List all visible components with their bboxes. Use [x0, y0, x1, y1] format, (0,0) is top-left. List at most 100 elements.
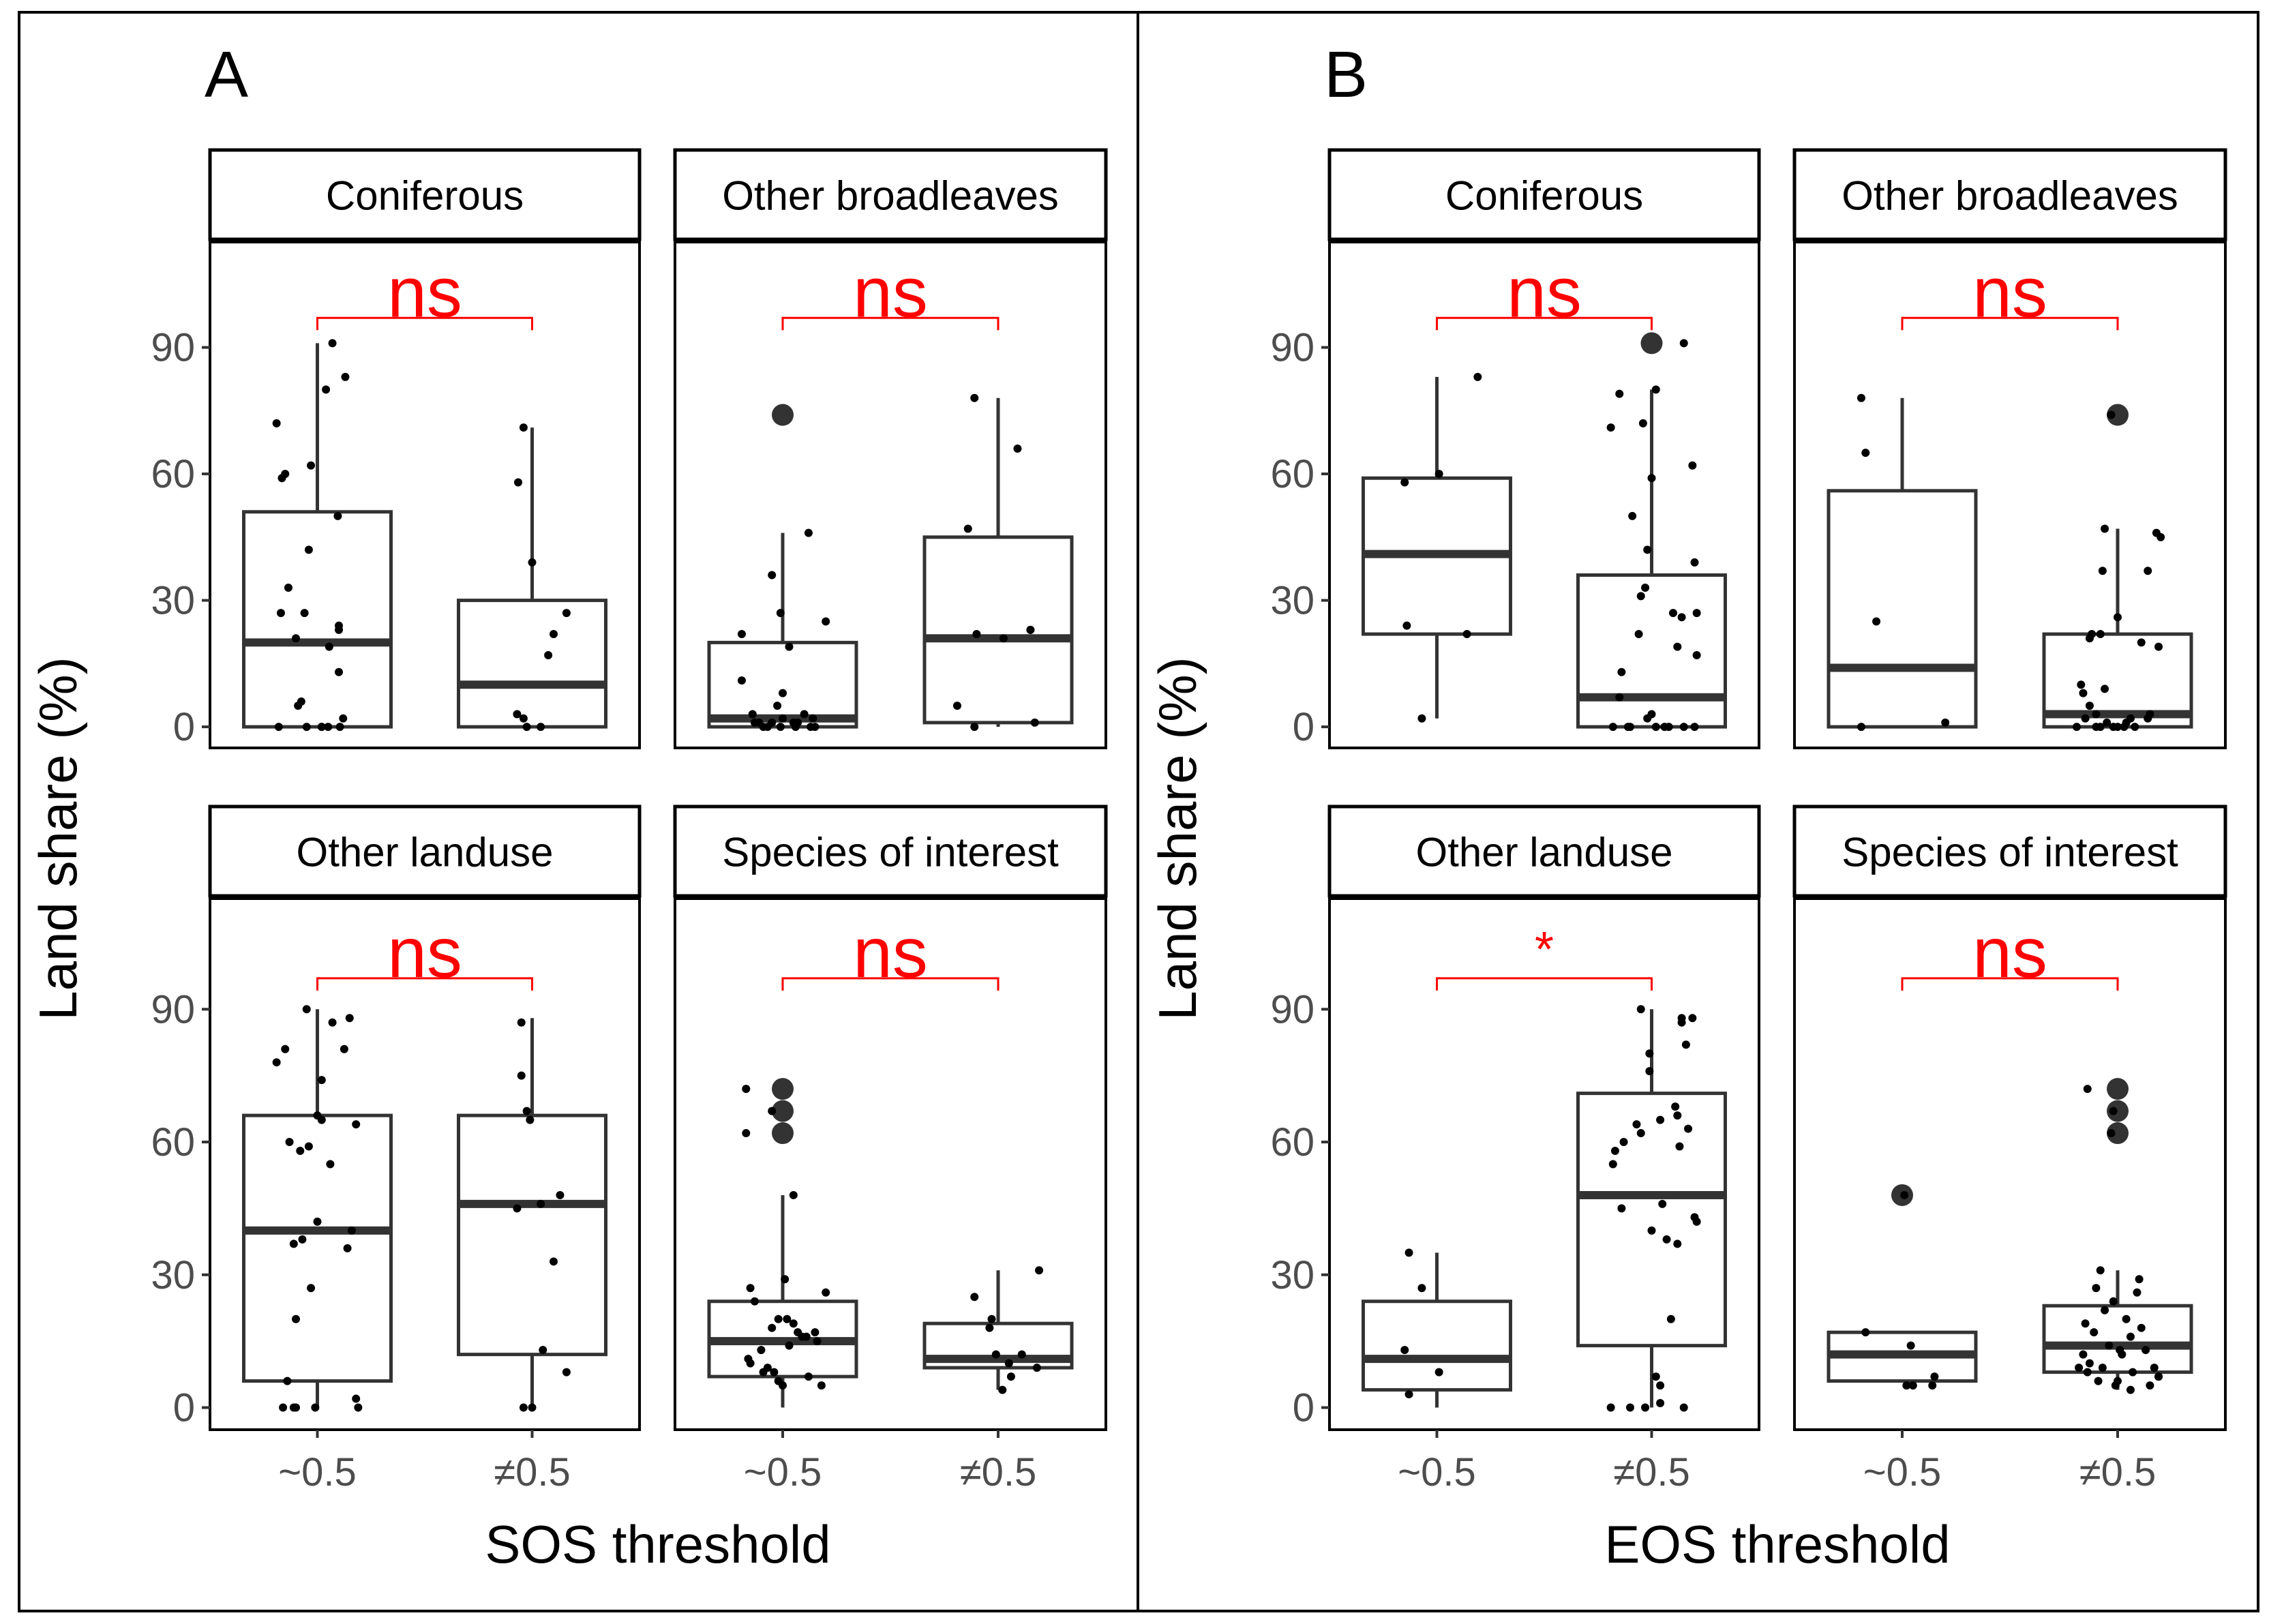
outlier-point: [772, 404, 794, 426]
facet-strip-label: Other landuse: [297, 830, 554, 875]
jitter-point: [292, 1314, 300, 1323]
facet-strip: [1327, 805, 1761, 898]
jitter-point: [326, 1160, 335, 1169]
x-tick-label: ~0.5: [1398, 1450, 1476, 1494]
facet-strip-label: Species of interest: [1842, 830, 2178, 875]
jitter-point: [281, 1044, 290, 1053]
box-not-0-5: [922, 1266, 1074, 1394]
significance-label: ns: [1972, 914, 2047, 993]
jitter-point: [1634, 630, 1643, 639]
jitter-point: [1647, 1226, 1656, 1235]
jitter-point: [522, 723, 531, 732]
jitter-point: [1606, 1403, 1615, 1412]
jitter-point: [2088, 630, 2097, 639]
jitter-point: [1610, 1147, 1619, 1156]
jitter-point: [2146, 1381, 2154, 1390]
jitter-point: [2075, 1364, 2084, 1372]
jitter-point: [528, 558, 537, 567]
facet-species-of-interest: Species of interest ~0.5 ≠0.5 ns: [673, 805, 1108, 1494]
jitter-point: [1608, 1160, 1617, 1169]
jitter-point: [1006, 1372, 1015, 1381]
jitter-point: [297, 697, 305, 706]
jitter-point: [307, 1284, 316, 1293]
box-iqr: [922, 535, 1074, 725]
significance-bracket: [316, 316, 533, 331]
box-not-0-5: [1576, 332, 1727, 732]
facet-strip: [208, 805, 642, 898]
jitter-point: [750, 718, 759, 727]
jitter-point: [1662, 1235, 1671, 1244]
jitter-point: [517, 1018, 526, 1027]
jitter-point: [2101, 524, 2109, 533]
facet-strip: [1792, 805, 2227, 898]
jitter-point: [1035, 1266, 1044, 1275]
y-tick-label: 90: [1270, 326, 1314, 370]
jitter-point: [1671, 1102, 1680, 1111]
jitter-point: [335, 621, 343, 630]
significance-label: *: [1535, 922, 1554, 977]
jitter-point: [972, 630, 981, 639]
significance-bracket: [1436, 316, 1653, 331]
jitter-point: [2085, 1359, 2094, 1368]
y-tick-label: 90: [1270, 987, 1314, 1032]
jitter-point: [1400, 1346, 1409, 1355]
jitter-point: [1473, 372, 1482, 381]
jitter-point: [987, 1314, 996, 1323]
jitter-point: [737, 676, 746, 685]
facet-strip: [1792, 148, 2227, 241]
jitter-point: [1632, 1120, 1641, 1129]
facet-strip-label: Other broadleaves: [1842, 173, 2178, 219]
facet-other-broadleaves: Other broadleaves ns: [1792, 148, 2227, 749]
jitter-point: [785, 642, 794, 651]
jitter-point: [1681, 1040, 1690, 1049]
facet-other-landuse: Other landuse 0 30 60 90 ~0.5 ≠0.5 *: [1270, 805, 1761, 1494]
jitter-point: [302, 723, 311, 732]
outlier-point: [772, 1078, 794, 1100]
jitter-point: [2109, 1107, 2118, 1115]
jitter-point: [776, 609, 785, 618]
jitter-point: [757, 1346, 766, 1355]
facet-species-of-interest: Species of interest ~0.5 ≠0.5 ns: [1792, 805, 2227, 1494]
jitter-point: [2144, 567, 2152, 575]
x-axis-title: EOS threshold: [1604, 1514, 1950, 1574]
jitter-point: [341, 372, 350, 381]
jitter-point: [2135, 1275, 2144, 1284]
y-axis-title: Land share (%): [1147, 657, 1207, 1020]
jitter-point: [2085, 702, 2094, 710]
facet-coniferous: Coniferous 0 30 60 90 ns: [1270, 148, 1761, 749]
jitter-point: [1690, 723, 1699, 732]
jitter-point: [1638, 419, 1647, 427]
jitter-point: [770, 1368, 779, 1377]
jitter-point: [2154, 1372, 2163, 1381]
jitter-point: [1692, 1217, 1701, 1226]
jitter-point: [2098, 1364, 2107, 1372]
jitter-point: [1026, 625, 1035, 634]
jitter-point: [339, 714, 348, 723]
y-tick-label: 30: [1270, 1253, 1314, 1297]
box-iqr: [1576, 1092, 1727, 1348]
y-tick-label: 60: [1270, 1120, 1314, 1164]
jitter-point: [1906, 1341, 1915, 1350]
box-near-0-5: [1827, 393, 1978, 732]
jitter-point: [742, 1085, 751, 1094]
jitter-point: [343, 1244, 352, 1252]
jitter-point: [284, 584, 292, 592]
jitter-point: [773, 702, 782, 710]
box-iqr: [1576, 573, 1727, 729]
jitter-point: [2107, 1129, 2116, 1138]
jitter-point: [324, 723, 333, 732]
significance-bracket: [1901, 977, 2119, 991]
jitter-point: [2096, 630, 2105, 639]
box-not-0-5: [2042, 1078, 2193, 1394]
jitter-point: [2154, 642, 2163, 651]
jitter-point: [537, 1199, 545, 1208]
jitter-point: [785, 1341, 794, 1350]
outlier-point: [1640, 332, 1663, 355]
jitter-point: [1434, 470, 1443, 479]
jitter-point: [1608, 723, 1617, 732]
jitter-point: [963, 524, 972, 533]
jitter-point: [2092, 710, 2101, 719]
y-tick-label: 0: [173, 705, 195, 749]
jitter-point: [283, 1377, 292, 1385]
